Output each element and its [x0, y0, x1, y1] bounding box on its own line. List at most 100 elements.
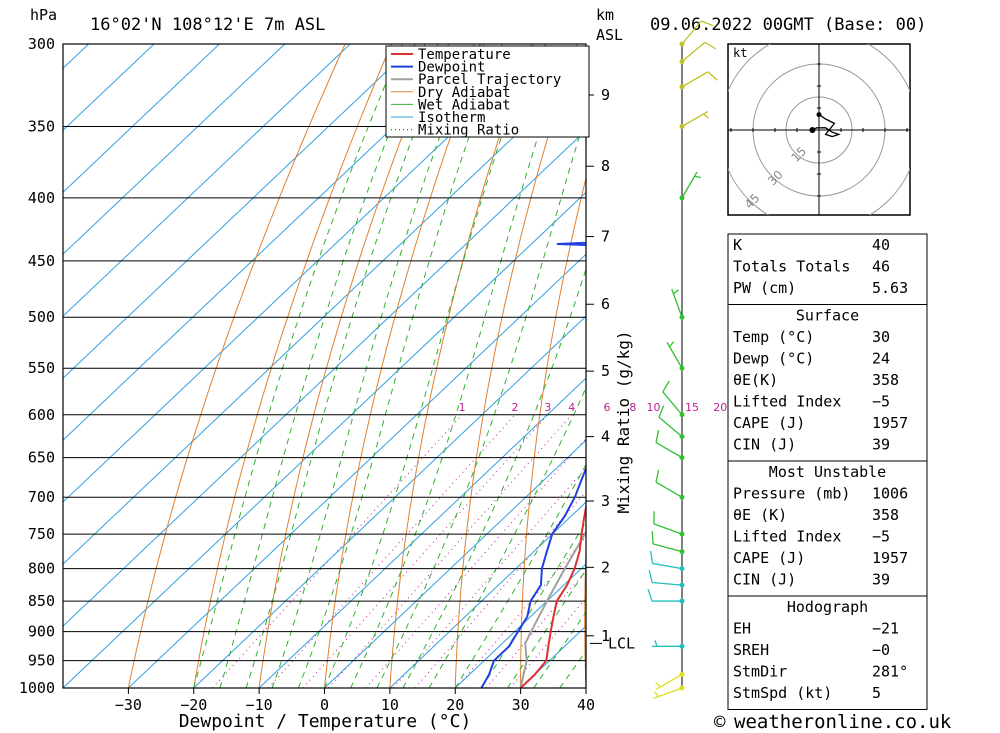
wind-barbs	[647, 20, 718, 699]
most-unstable-title: Most Unstable	[769, 463, 886, 481]
height-unit-asl: ASL	[596, 26, 623, 44]
indices-label: K	[733, 236, 742, 254]
height-tick-label: 3	[601, 492, 610, 510]
plot-area	[0, 44, 1000, 688]
height-tick-label: 9	[601, 86, 610, 104]
wind-barb	[655, 469, 685, 500]
isobar-lines	[63, 44, 586, 688]
wet-adiabat-line	[219, 44, 426, 688]
surface-label: Dewp (°C)	[733, 350, 814, 368]
dry-adiabat-line	[127, 44, 346, 688]
temperature-tick-label: 30	[512, 696, 530, 714]
mixing-ratio-label: 10	[647, 401, 661, 414]
surface-label: Lifted Index	[733, 393, 841, 411]
pressure-tick-label: 950	[28, 652, 55, 670]
surface-value: −5	[872, 393, 890, 411]
hodograph-label: EH	[733, 620, 751, 638]
wet-adiabat-line	[454, 463, 586, 688]
temperature-axis: −30 −20 −10 0 10 20 30 40	[115, 688, 595, 714]
isotherm-line	[0, 44, 23, 688]
wind-barb	[679, 20, 714, 47]
wind-barb	[679, 71, 718, 90]
footer-site: weatheronline.co.uk	[734, 711, 952, 733]
surface-value: 30	[872, 328, 890, 346]
isotherm-line	[63, 191, 586, 688]
mixing-ratio-label: 8	[629, 401, 636, 414]
wind-barb	[655, 671, 685, 691]
mixing-ratio-label: 1	[459, 401, 466, 414]
datetime-title: 09.06.2022 00GMT (Base: 00)	[650, 15, 926, 35]
wind-barb	[679, 110, 709, 129]
pressure-tick-label: 800	[28, 560, 55, 578]
surface-value: 358	[872, 371, 899, 389]
index-tables: K 40 Totals Totals 46 PW (cm) 5.63 Surface Temp…	[727, 233, 928, 710]
mixing-ratio-label: 3	[544, 401, 551, 414]
mixing-ratio-lines	[212, 414, 586, 688]
isotherm-line	[63, 129, 586, 627]
isotherm-line	[389, 501, 586, 688]
legend-item: Isotherm	[418, 110, 485, 126]
surface-label: CIN (J)	[733, 436, 796, 454]
wind-barb	[671, 288, 685, 320]
wind-barb	[653, 685, 685, 699]
height-tick-label: 8	[601, 157, 610, 175]
isotherm-line	[63, 67, 586, 565]
wind-barb	[679, 41, 717, 65]
temperature-tick-label: 0	[320, 696, 329, 714]
hodograph-label: SREH	[733, 641, 769, 659]
most-unstable-value: 358	[872, 506, 899, 524]
temperature-tick-label: −20	[180, 696, 207, 714]
hodograph-value: 5	[872, 684, 881, 702]
temperature-tick-label: −10	[246, 696, 273, 714]
pressure-tick-label: 850	[28, 592, 55, 610]
pressure-tick-label: 550	[28, 359, 55, 377]
pressure-tick-label: 1000	[19, 679, 55, 697]
hodograph-label: StmSpd (kt)	[733, 684, 832, 702]
wind-barb	[666, 341, 685, 371]
most-unstable-label: CAPE (J)	[733, 549, 805, 567]
pressure-tick-label: 450	[28, 252, 55, 270]
hodograph-value: 281°	[872, 663, 908, 681]
dry-adiabat-line	[193, 44, 392, 688]
isotherm-line	[63, 44, 416, 379]
most-unstable-value: 1957	[872, 549, 908, 567]
pressure-tick-label: 900	[28, 623, 55, 641]
wind-barb	[652, 640, 685, 649]
wind-barb	[647, 588, 685, 604]
isotherm-line	[63, 44, 155, 131]
most-unstable-label: CIN (J)	[733, 571, 796, 589]
mixing-ratio-axis-title: Mixing Ratio (g/kg)	[614, 330, 633, 513]
hodograph-label: StmDir	[733, 663, 787, 681]
legend-item: Wet Adiabat	[418, 97, 511, 113]
dry-adiabat-line	[983, 44, 1000, 688]
hodograph-title: Hodograph	[787, 598, 868, 616]
indices-value: 46	[872, 258, 890, 276]
temperature-line	[519, 501, 586, 688]
x-axis-title: Dewpoint / Temperature (°C)	[179, 711, 472, 732]
mixing-ratio-label: 15	[685, 401, 699, 414]
surface-label: CAPE (J)	[733, 414, 805, 432]
temperature-tick-label: 10	[381, 696, 399, 714]
wet-adiabat-line	[193, 44, 403, 688]
wind-barb	[662, 380, 685, 418]
pressure-tick-label: 600	[28, 406, 55, 424]
pressure-tick-label: 650	[28, 449, 55, 467]
sounding-profiles	[480, 241, 586, 688]
wind-barb	[679, 171, 701, 201]
mixing-ratio-line	[392, 467, 586, 688]
wind-barb	[658, 405, 685, 440]
pressure-unit-label: hPa	[30, 6, 57, 24]
pressure-tick-label: 300	[28, 35, 55, 53]
wet-adiabat-line	[533, 611, 586, 688]
parcel-trajectory-line	[519, 529, 586, 688]
pressure-tick-label: 400	[28, 189, 55, 207]
height-tick-label: 4	[601, 428, 610, 446]
most-unstable-value: 1006	[872, 485, 908, 503]
location-title: 16°02'N 108°12'E 7m ASL	[90, 15, 325, 35]
dry-adiabat-line	[584, 541, 586, 688]
height-unit-km: km	[596, 6, 614, 24]
surface-label: Temp (°C)	[733, 328, 814, 346]
dry-adiabat-line	[454, 44, 578, 688]
mixing-ratio-line	[365, 437, 586, 688]
